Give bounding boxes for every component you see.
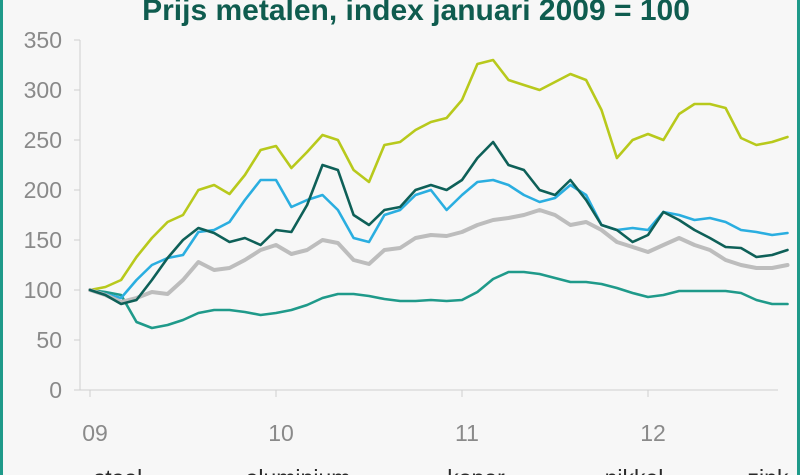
legend-label-staal: staal [94,465,143,475]
y-tick-label: 0 [49,377,62,403]
y-tick-label: 100 [24,277,62,303]
y-tick-label: 350 [24,27,62,53]
x-tick-label: 09 [82,420,108,446]
legend-label-aluminium: aluminium [246,465,351,475]
y-tick-label: 150 [24,227,62,253]
x-tick-label: 12 [640,420,666,446]
legend: staal aluminium koper nikkel zink [94,465,789,475]
series-line-zink [88,208,790,304]
series-line-staal [88,270,789,330]
y-tick-label: 50 [36,327,62,353]
series-line-koper [88,140,789,306]
y-axis: 0 50 100 150 200 250 300 350 [24,27,81,403]
y-tick-label: 250 [24,127,62,153]
x-axis: 09 10 11 12 [80,389,778,446]
x-tick-label: 10 [268,420,294,446]
legend-label-nikkel: nikkel [605,465,664,475]
chart-title: Prijs metalen, index januari 2009 = 100 [142,0,690,27]
y-tick-label: 200 [24,177,62,203]
series-line-aluminium [88,58,789,292]
legend-label-koper: koper [447,465,505,475]
y-tick-label: 300 [24,77,62,103]
x-tick-label: 11 [455,420,479,446]
legend-label-zink: zink [748,465,789,475]
series-lines [88,58,790,330]
